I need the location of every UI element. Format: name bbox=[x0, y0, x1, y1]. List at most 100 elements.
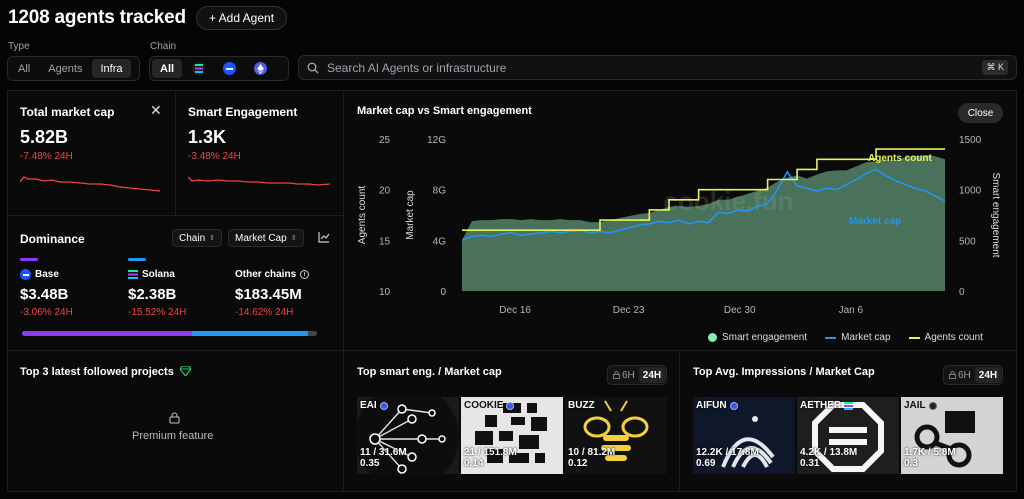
timeframe-6h[interactable]: 6H bbox=[945, 367, 975, 383]
tile-label: AIFUN bbox=[696, 400, 727, 411]
chart-icon[interactable] bbox=[318, 231, 330, 243]
tile-jail[interactable]: JAIL 1.7K / 5.8M 0.3 bbox=[901, 397, 1003, 474]
tile-label: COOKIE bbox=[464, 400, 504, 411]
search-bar[interactable]: Search AI Agents or infrastructure ⌘ K bbox=[298, 55, 1017, 80]
tile-label: AETHER bbox=[800, 400, 842, 411]
legend-dot bbox=[708, 333, 717, 342]
tile-name: COOKIE bbox=[464, 400, 515, 411]
tile-ratio: 0.14 bbox=[464, 458, 484, 469]
latest-followed-title: Top 3 latest followed projects bbox=[20, 366, 174, 378]
premium-feature-text: Premium feature bbox=[132, 430, 214, 442]
aifun-logo-icon bbox=[721, 416, 775, 468]
dominance-other-value: $183.45M bbox=[235, 286, 302, 303]
tile-ratio: 0.31 bbox=[800, 458, 820, 469]
timeframe-24h[interactable]: 24H bbox=[638, 367, 666, 383]
type-label: Type bbox=[8, 41, 30, 52]
legend-item-market-cap: Market cap bbox=[825, 332, 891, 343]
tile-ratio: 0.69 bbox=[696, 458, 716, 469]
tile-eai[interactable]: EAI 11 / 31.6M 0.35 bbox=[357, 397, 459, 474]
info-icon[interactable]: i bbox=[300, 270, 310, 279]
base-icon bbox=[20, 269, 31, 280]
close-icon[interactable]: ✕ bbox=[150, 102, 162, 118]
solana-icon bbox=[128, 270, 138, 279]
chain-all-option[interactable]: All bbox=[152, 59, 183, 78]
y-tick-engagement: 1000 bbox=[959, 186, 982, 197]
tile-name: AETHER bbox=[800, 400, 854, 411]
market-cap-change: -7.48% 24H bbox=[20, 151, 73, 162]
x-tick-date: Dec 16 bbox=[499, 305, 531, 316]
legend-label: Agents count bbox=[924, 332, 983, 343]
tile-label: JAIL bbox=[904, 400, 926, 411]
tile-aifun[interactable]: AIFUN 12.2K / 17.8M 0.69 bbox=[693, 397, 795, 474]
dominance-base-change: -3.06% 24H bbox=[20, 307, 73, 318]
base-icon bbox=[223, 62, 237, 75]
solana-label: Solana bbox=[142, 269, 175, 280]
base-badge-icon bbox=[506, 401, 515, 410]
y-axis-label-agents: Agents count bbox=[357, 186, 368, 245]
y-tick-engagement: 1500 bbox=[959, 135, 982, 146]
base-label: Base bbox=[35, 269, 59, 280]
tile-name: JAIL bbox=[904, 400, 937, 411]
solana-icon bbox=[192, 62, 206, 75]
legend-item-engagement: Smart engagement bbox=[708, 332, 807, 343]
updown-icon: ⇕ bbox=[209, 235, 216, 242]
dominance-bar bbox=[22, 331, 317, 336]
tile-ratio: 0.12 bbox=[568, 458, 588, 469]
tile-name: EAI bbox=[360, 400, 388, 411]
y-tick-market-cap: 12G bbox=[427, 135, 446, 146]
lock-icon bbox=[949, 371, 956, 379]
dominance-base-name: Base bbox=[20, 269, 59, 280]
dominance-other-segment bbox=[307, 331, 317, 336]
type-agents-option[interactable]: Agents bbox=[48, 62, 83, 75]
lock-icon bbox=[169, 412, 180, 424]
tile-ratio: 0.3 bbox=[904, 458, 918, 469]
solana-icon bbox=[844, 401, 854, 410]
chain-badge-icon bbox=[928, 401, 937, 410]
legend-item-agents: Agents count bbox=[908, 332, 983, 343]
engagement-value: 1.3K bbox=[188, 127, 227, 147]
eai-logo-icon bbox=[357, 397, 459, 474]
chain-base-option[interactable] bbox=[215, 59, 244, 78]
dominance-solana-segment bbox=[191, 331, 308, 336]
chart-legend: Smart engagement Market cap Agents count bbox=[708, 332, 983, 343]
y-tick-market-cap: 0 bbox=[440, 287, 446, 298]
legend-line bbox=[908, 336, 920, 339]
base-color-bar bbox=[20, 258, 38, 261]
y-tick-agents: 15 bbox=[379, 236, 391, 247]
gem-icon bbox=[180, 366, 191, 376]
timeframe-24h[interactable]: 24H bbox=[974, 367, 1002, 383]
tile-name: BUZZ bbox=[568, 400, 595, 411]
chain-solana-option[interactable] bbox=[184, 59, 213, 78]
chain-ethereum-option[interactable] bbox=[246, 59, 275, 78]
base-badge-icon bbox=[729, 401, 738, 410]
type-infra-option[interactable]: Infra bbox=[92, 59, 131, 78]
chart-close-button[interactable]: Close bbox=[958, 103, 1003, 123]
timeframe-6h[interactable]: 6H bbox=[609, 367, 639, 383]
top-smart-timeframe: 6H 24H bbox=[607, 365, 668, 385]
add-agent-button[interactable]: + Add Agent bbox=[196, 6, 287, 30]
agents-count-label: Agents count bbox=[868, 153, 933, 164]
other-chains-label: Other chains bbox=[235, 269, 297, 280]
type-all-option[interactable]: All bbox=[18, 62, 31, 75]
legend-line bbox=[825, 336, 837, 339]
dominance-group-select[interactable]: Chain ⇕ bbox=[172, 229, 223, 247]
legend-label: Smart engagement bbox=[722, 332, 808, 343]
search-placeholder: Search AI Agents or infrastructure bbox=[327, 60, 507, 75]
tile-buzz[interactable]: BUZZ 10 / 81.2M 0.12 bbox=[565, 397, 667, 474]
dominance-title: Dominance bbox=[20, 232, 85, 246]
jail-handcuffs-icon bbox=[914, 411, 975, 468]
dominance-other-name: Other chains i bbox=[235, 269, 310, 280]
chain-filter: All bbox=[149, 56, 289, 81]
x-tick-date: Dec 23 bbox=[613, 305, 645, 316]
search-icon bbox=[307, 62, 319, 73]
search-shortcut: ⌘ K bbox=[982, 60, 1008, 75]
tile-aether[interactable]: AETHER 4.2K / 13.8M 0.31 bbox=[797, 397, 899, 474]
market-cap-value: 5.82B bbox=[20, 127, 69, 147]
y-tick-market-cap: 4G bbox=[433, 236, 447, 247]
buzz-bee-icon bbox=[583, 400, 649, 461]
market-cap-title: Total market cap bbox=[20, 105, 115, 119]
market-cap-label: Market cap bbox=[849, 216, 901, 227]
engagement-title: Smart Engagement bbox=[188, 105, 298, 119]
tile-cookie[interactable]: COOKIE 21 / 151.8M 0.14 bbox=[461, 397, 563, 474]
dominance-metric-select[interactable]: Market Cap ⇕ bbox=[228, 229, 304, 247]
